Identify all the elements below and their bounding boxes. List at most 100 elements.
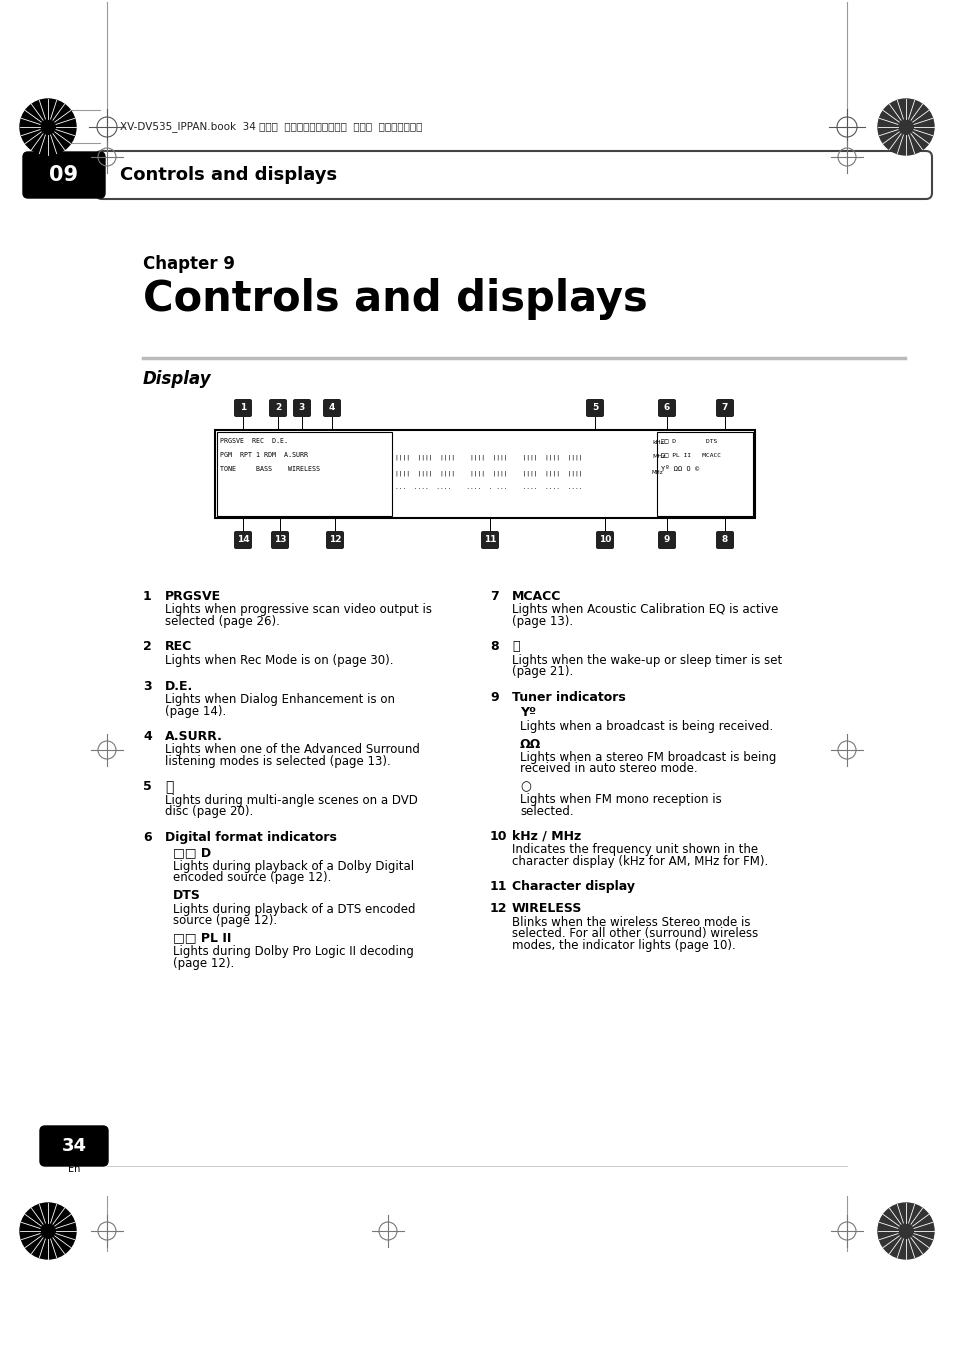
Text: Lights during playback of a Dolby Digital: Lights during playback of a Dolby Digita… — [172, 861, 414, 873]
FancyBboxPatch shape — [323, 399, 340, 417]
Text: 9: 9 — [663, 535, 670, 544]
FancyBboxPatch shape — [585, 399, 603, 417]
FancyBboxPatch shape — [716, 399, 733, 417]
Text: Indicates the frequency unit shown in the: Indicates the frequency unit shown in th… — [512, 843, 758, 857]
Text: □□ PL II: □□ PL II — [172, 931, 232, 944]
Text: (page 13).: (page 13). — [512, 615, 573, 628]
Text: 11: 11 — [490, 880, 507, 893]
Text: 10: 10 — [490, 830, 507, 843]
FancyBboxPatch shape — [271, 531, 289, 549]
Text: (page 12).: (page 12). — [172, 957, 234, 970]
Text: MCACC: MCACC — [512, 590, 560, 603]
Text: XV-DV535_IPPAN.book  34 ページ  ２００５年２月２３日  水曜日  午後２時５６分: XV-DV535_IPPAN.book 34 ページ ２００５年２月２３日 水曜… — [120, 122, 422, 132]
Text: character display (kHz for AM, MHz for FM).: character display (kHz for AM, MHz for F… — [512, 854, 767, 867]
Text: 3: 3 — [298, 404, 305, 412]
Text: REC: REC — [165, 640, 193, 654]
Text: □□ PL II   MCACC: □□ PL II MCACC — [660, 453, 720, 457]
Text: Lights during Dolby Pro Logic II decoding: Lights during Dolby Pro Logic II decodin… — [172, 944, 414, 958]
Text: ⏰: ⏰ — [512, 640, 519, 654]
Text: Lights when a stereo FM broadcast is being: Lights when a stereo FM broadcast is bei… — [519, 751, 776, 765]
Text: 12: 12 — [329, 535, 341, 544]
FancyBboxPatch shape — [658, 399, 676, 417]
FancyBboxPatch shape — [716, 531, 733, 549]
Text: kHz: kHz — [651, 440, 663, 444]
Text: Chapter 9: Chapter 9 — [143, 255, 234, 273]
Text: Lights during playback of a DTS encoded: Lights during playback of a DTS encoded — [172, 902, 416, 916]
Text: Lights when FM mono reception is: Lights when FM mono reception is — [519, 793, 721, 807]
Circle shape — [877, 99, 933, 155]
Text: 6: 6 — [143, 831, 152, 844]
Text: 6: 6 — [663, 404, 669, 412]
Text: 8: 8 — [490, 640, 498, 654]
Text: 2: 2 — [274, 404, 281, 412]
Text: 14: 14 — [236, 535, 249, 544]
Text: selected. For all other (surround) wireless: selected. For all other (surround) wirel… — [512, 928, 758, 940]
Circle shape — [877, 1202, 933, 1259]
Text: 1: 1 — [143, 590, 152, 603]
Text: ||||  ||||  ||||    ||||  ||||    ||||  ||||  ||||: |||| |||| |||| |||| |||| |||| |||| |||| — [395, 455, 582, 461]
Text: Lights when progressive scan video output is: Lights when progressive scan video outpu… — [165, 604, 432, 616]
Text: source (page 12).: source (page 12). — [172, 915, 276, 927]
Text: Tuner indicators: Tuner indicators — [512, 690, 625, 704]
Text: Lights during multi-angle scenes on a DVD: Lights during multi-angle scenes on a DV… — [165, 794, 417, 807]
Bar — [657, 432, 752, 516]
Text: 4: 4 — [143, 730, 152, 743]
Text: disc (page 20).: disc (page 20). — [165, 805, 253, 819]
FancyBboxPatch shape — [596, 531, 614, 549]
Text: □□ D: □□ D — [172, 847, 211, 859]
FancyBboxPatch shape — [480, 531, 498, 549]
Text: A.SURR.: A.SURR. — [165, 730, 223, 743]
Text: received in auto stereo mode.: received in auto stereo mode. — [519, 762, 697, 775]
Text: 8: 8 — [721, 535, 727, 544]
Text: Lights when a broadcast is being received.: Lights when a broadcast is being receive… — [519, 720, 772, 734]
Text: ΩΩ: ΩΩ — [519, 738, 540, 751]
Text: Digital format indicators: Digital format indicators — [165, 831, 336, 844]
Text: ...  ....  ....    ....  . ...    ....  ....  ....: ... .... .... .... . ... .... .... .... — [395, 485, 582, 490]
Text: Lights when the wake-up or sleep timer is set: Lights when the wake-up or sleep timer i… — [512, 654, 781, 667]
Text: WIRELESS: WIRELESS — [512, 902, 581, 916]
Text: 13: 13 — [274, 535, 286, 544]
Text: 1: 1 — [239, 404, 246, 412]
FancyBboxPatch shape — [23, 153, 105, 199]
Text: Yº: Yº — [519, 707, 536, 720]
Text: D.E.: D.E. — [165, 680, 193, 693]
Text: selected.: selected. — [519, 805, 573, 817]
Bar — [214, 430, 754, 517]
Text: En: En — [68, 1165, 80, 1174]
Text: 09: 09 — [50, 165, 78, 185]
FancyBboxPatch shape — [326, 531, 344, 549]
Text: listening modes is selected (page 13).: listening modes is selected (page 13). — [165, 755, 391, 767]
Text: MHz: MHz — [651, 470, 663, 476]
Text: 10: 10 — [598, 535, 611, 544]
Text: Lights when one of the Advanced Surround: Lights when one of the Advanced Surround — [165, 743, 419, 757]
Text: Controls and displays: Controls and displays — [120, 166, 336, 184]
Bar — [216, 432, 392, 516]
Text: Lights when Acoustic Calibration EQ is active: Lights when Acoustic Calibration EQ is a… — [512, 604, 778, 616]
Text: 4: 4 — [329, 404, 335, 412]
Text: DTS: DTS — [172, 889, 201, 902]
Text: 5: 5 — [143, 781, 152, 793]
FancyBboxPatch shape — [233, 531, 252, 549]
Text: Controls and displays: Controls and displays — [143, 278, 647, 320]
Text: Character display: Character display — [512, 880, 635, 893]
Text: MHz: MHz — [651, 454, 664, 459]
Text: modes, the indicator lights (page 10).: modes, the indicator lights (page 10). — [512, 939, 735, 952]
Text: 2: 2 — [143, 640, 152, 654]
Text: Blinks when the wireless Stereo mode is: Blinks when the wireless Stereo mode is — [512, 916, 750, 929]
FancyBboxPatch shape — [293, 399, 311, 417]
Text: 5: 5 — [591, 404, 598, 412]
Text: ⚿: ⚿ — [165, 781, 173, 794]
Text: 3: 3 — [143, 680, 152, 693]
FancyBboxPatch shape — [40, 1125, 108, 1166]
Text: PGM  RPT 1 RDM  A.SURR: PGM RPT 1 RDM A.SURR — [220, 453, 308, 458]
FancyBboxPatch shape — [233, 399, 252, 417]
Circle shape — [20, 99, 76, 155]
Text: PRGSVE  REC  D.E.: PRGSVE REC D.E. — [220, 438, 288, 444]
Text: (page 14).: (page 14). — [165, 704, 226, 717]
Circle shape — [20, 1202, 76, 1259]
Text: 9: 9 — [490, 690, 498, 704]
Text: ○: ○ — [519, 780, 530, 793]
Text: ||||  ||||  ||||    ||||  ||||    ||||  ||||  ||||: |||| |||| |||| |||| |||| |||| |||| |||| — [395, 470, 582, 476]
Text: PRGSVE: PRGSVE — [165, 590, 221, 603]
FancyBboxPatch shape — [658, 531, 676, 549]
